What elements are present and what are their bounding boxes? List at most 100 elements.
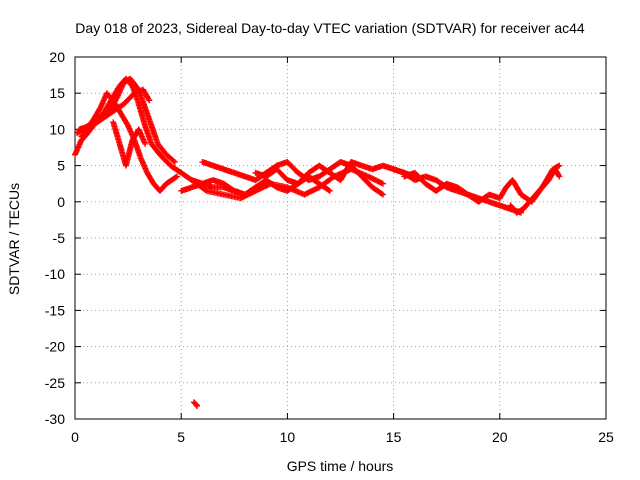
data-point [163, 174, 179, 187]
data-point [556, 162, 563, 169]
data-point [142, 140, 149, 147]
data-point [148, 122, 161, 146]
data-point [190, 399, 198, 407]
data-point [140, 86, 152, 103]
data-point [509, 177, 524, 197]
x-axis-label: GPS time / hours [287, 458, 394, 474]
series-arc-a [72, 75, 248, 198]
y-tick-label: -5 [53, 230, 66, 246]
data-point [123, 138, 135, 169]
data-point [127, 75, 141, 92]
y-tick-label: -20 [45, 339, 65, 355]
data-point [556, 173, 563, 180]
data-point [167, 162, 183, 175]
y-tick-label: 20 [49, 49, 65, 65]
data-point [95, 109, 111, 122]
data-point [411, 169, 428, 186]
data-point [146, 97, 153, 104]
data-point [220, 180, 237, 194]
data-point [142, 122, 154, 146]
data-point [284, 159, 300, 175]
data-point [110, 101, 126, 115]
data-point [137, 155, 150, 175]
data-point [252, 181, 273, 194]
y-axis-label: SDTVAR / TECUs [6, 183, 22, 295]
data-point [142, 104, 154, 128]
data-point [193, 401, 200, 409]
data-point [380, 180, 386, 187]
data-point [114, 80, 127, 100]
axes [74, 56, 607, 420]
data-point [157, 181, 169, 194]
x-tick-label: 0 [71, 429, 79, 445]
data-point [237, 188, 258, 202]
data-points [72, 75, 563, 409]
y-tick-label: -30 [45, 411, 65, 427]
data-point [110, 119, 121, 139]
tick-labels: 0 5 10 15 20 25 -30 -25 -20 -15 -10 -5 0 5 10 15 20 [45, 49, 614, 445]
data-point [178, 169, 194, 183]
x-tick-label: 10 [280, 429, 296, 445]
data-point [316, 162, 332, 175]
data-point [273, 166, 290, 182]
data-point [348, 166, 370, 179]
data-point [163, 151, 177, 164]
chart-title: Day 018 of 2023, Sidereal Day-to-day VTE… [75, 20, 585, 36]
data-point [97, 91, 110, 111]
y-tick-label: 5 [57, 158, 65, 174]
data-point [552, 166, 562, 179]
data-point [295, 170, 311, 187]
grid-lines [75, 57, 606, 419]
data-point [496, 185, 509, 202]
data-point [157, 151, 173, 168]
series-outlier [190, 399, 201, 409]
data-point [118, 111, 131, 128]
series-arc-e [78, 86, 153, 140]
x-tick-label: 20 [492, 429, 508, 445]
data-point [301, 185, 321, 198]
data-point [144, 169, 156, 186]
series-arc-b [74, 90, 180, 194]
y-tick-label: -25 [45, 375, 65, 391]
y-tick-label: 15 [49, 85, 65, 101]
y-tick-label: 10 [49, 121, 65, 137]
data-point [326, 187, 333, 194]
data-point [513, 206, 525, 216]
data-point [369, 184, 385, 197]
data-point [220, 191, 243, 201]
data-point [174, 173, 180, 180]
data-point [99, 109, 116, 122]
data-point [106, 95, 120, 115]
data-point [78, 123, 94, 140]
y-tick-label: -10 [45, 266, 65, 282]
data-point [135, 101, 148, 128]
data-point [526, 192, 538, 205]
data-point [114, 133, 125, 153]
data-point [454, 184, 470, 197]
data-point [135, 126, 148, 146]
data-point [72, 138, 84, 158]
x-tick-label: 15 [386, 429, 402, 445]
data-point [171, 159, 178, 165]
data-point [263, 163, 279, 176]
data-point [532, 185, 545, 198]
series-arc-d [110, 119, 149, 169]
data-point [316, 174, 336, 191]
plot-frame [74, 56, 607, 420]
data-point [110, 84, 122, 100]
data-point [188, 177, 209, 193]
data-point [365, 173, 385, 186]
y-tick-label: 0 [57, 194, 65, 210]
data-point [380, 191, 386, 198]
data-point [194, 403, 201, 409]
series-mid-2 [199, 159, 386, 198]
data-point [148, 140, 162, 157]
x-tick-label: 25 [598, 429, 614, 445]
series-late-3 [507, 166, 563, 216]
data-point [154, 140, 169, 157]
data-point [203, 187, 226, 198]
data-point [358, 173, 375, 190]
data-point [337, 160, 354, 184]
data-point [89, 116, 105, 129]
